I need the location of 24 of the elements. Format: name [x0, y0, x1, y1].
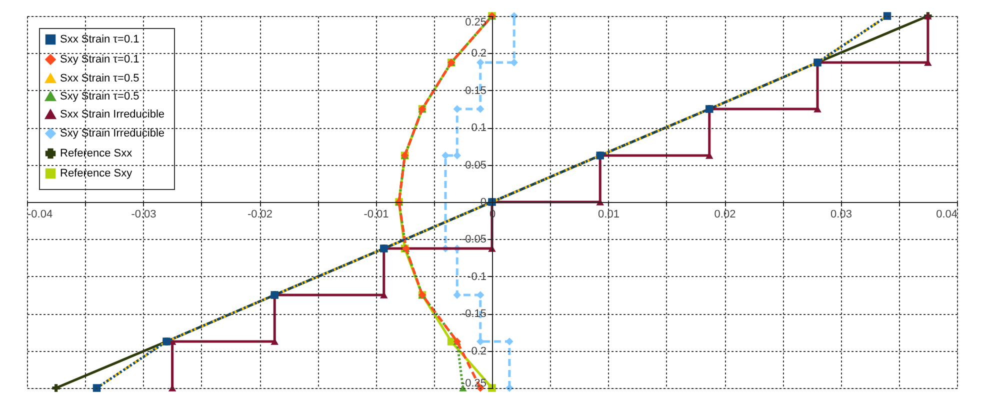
x-tick-label: -0.02 [247, 208, 273, 220]
legend-label: Sxx Strain Irreducible [60, 108, 165, 120]
x-tick-label: -0.03 [131, 208, 156, 220]
legend-label: Sxx Strain τ=0.5 [60, 72, 140, 84]
y-tick-label: 0.25 [465, 16, 486, 28]
x-tick-label: 0.03 [830, 208, 852, 220]
legend-label: Reference Sxx [60, 148, 133, 160]
x-tick-label: 0.01 [598, 208, 620, 220]
x-tick-label: 0.02 [714, 208, 736, 220]
legend-label: Reference Sxy [60, 168, 133, 180]
y-tick-label: 0.1 [471, 122, 486, 134]
x-tick-label: -0.01 [364, 208, 389, 220]
legend-label: Sxy Strain Irreducible [60, 128, 165, 140]
x-tick-label: -0.04 [28, 208, 53, 220]
legend-label: Sxy Strain τ=0.1 [60, 54, 140, 66]
legend-label: Sxx Strain τ=0.1 [60, 34, 140, 46]
y-tick-label: 0.15 [465, 84, 486, 97]
legend-label: Sxy Strain τ=0.5 [60, 90, 140, 102]
y-tick-label: -0.1 [468, 270, 486, 283]
y-tick-label: -0.05 [461, 234, 486, 246]
y-tick-label: 0.05 [465, 159, 486, 172]
y-tick-label: 0.2 [471, 48, 486, 60]
x-tick-label: 0.04 [936, 208, 958, 220]
y-tick-label: -0.2 [468, 345, 486, 358]
